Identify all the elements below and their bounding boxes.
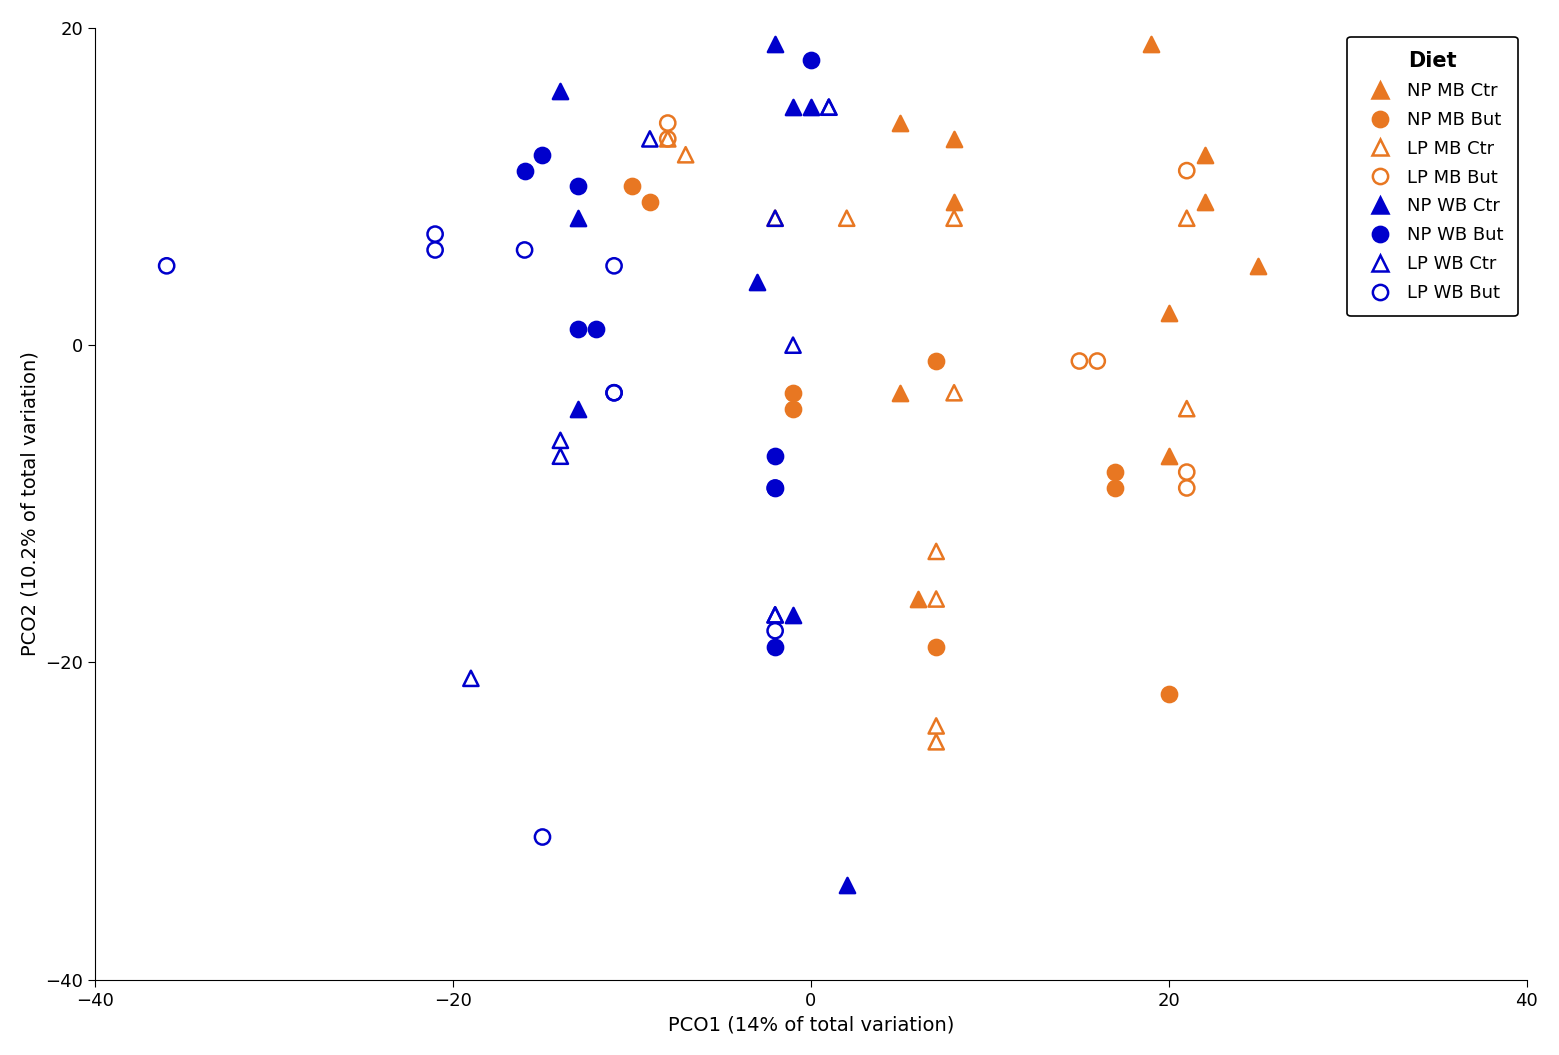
- Point: [1157, 447, 1182, 464]
- Point: [924, 717, 949, 734]
- Point: [762, 210, 787, 227]
- Point: [422, 226, 447, 243]
- Y-axis label: PCO2 (10.2% of total variation): PCO2 (10.2% of total variation): [20, 351, 41, 656]
- Point: [924, 591, 949, 608]
- Point: [1102, 463, 1127, 480]
- Point: [817, 99, 842, 116]
- Point: [1174, 463, 1199, 480]
- Point: [566, 178, 591, 195]
- Point: [762, 607, 787, 624]
- Point: [834, 876, 859, 893]
- Point: [619, 178, 644, 195]
- Point: [1066, 352, 1091, 369]
- Point: [154, 257, 179, 274]
- Point: [942, 131, 967, 148]
- Point: [798, 51, 823, 68]
- Point: [924, 352, 949, 369]
- Point: [924, 733, 949, 750]
- Point: [762, 638, 787, 655]
- Point: [1174, 162, 1199, 179]
- Point: [1174, 400, 1199, 417]
- Point: [1193, 194, 1218, 211]
- Point: [566, 210, 591, 227]
- Point: [602, 257, 627, 274]
- Point: [924, 638, 949, 655]
- Point: [762, 622, 787, 639]
- Point: [547, 447, 572, 464]
- Point: [602, 384, 627, 401]
- Point: [1174, 210, 1199, 227]
- Point: [942, 384, 967, 401]
- Point: [547, 83, 572, 100]
- Point: [530, 828, 555, 845]
- Point: [1193, 147, 1218, 164]
- Point: [906, 591, 931, 608]
- Point: [889, 115, 914, 132]
- Point: [566, 321, 591, 338]
- Point: [781, 99, 806, 116]
- Point: [942, 194, 967, 211]
- Point: [655, 131, 680, 148]
- Point: [638, 131, 663, 148]
- Point: [1174, 480, 1199, 497]
- Point: [762, 447, 787, 464]
- Point: [745, 273, 770, 290]
- Point: [762, 480, 787, 497]
- Point: [781, 400, 806, 417]
- Point: [1102, 480, 1127, 497]
- Point: [762, 35, 787, 52]
- Point: [817, 99, 842, 116]
- Point: [1246, 257, 1271, 274]
- X-axis label: PCO1 (14% of total variation): PCO1 (14% of total variation): [667, 1015, 954, 1034]
- Point: [566, 400, 591, 417]
- Point: [458, 670, 483, 687]
- Point: [655, 131, 680, 148]
- Point: [511, 242, 536, 258]
- Point: [673, 147, 698, 164]
- Point: [547, 431, 572, 448]
- Point: [1425, 162, 1450, 179]
- Point: [1157, 686, 1182, 703]
- Point: [1138, 35, 1163, 52]
- Point: [781, 337, 806, 353]
- Point: [530, 147, 555, 164]
- Point: [422, 242, 447, 258]
- Point: [638, 194, 663, 211]
- Point: [798, 99, 823, 116]
- Point: [762, 480, 787, 497]
- Point: [762, 210, 787, 227]
- Point: [942, 210, 967, 227]
- Point: [1085, 352, 1110, 369]
- Point: [602, 384, 627, 401]
- Point: [889, 384, 914, 401]
- Point: [655, 115, 680, 132]
- Point: [834, 210, 859, 227]
- Point: [924, 543, 949, 560]
- Legend: NP MB Ctr, NP MB But, LP MB Ctr, LP MB But, NP WB Ctr, NP WB But, LP WB Ctr, LP : NP MB Ctr, NP MB But, LP MB Ctr, LP MB B…: [1347, 37, 1518, 316]
- Point: [781, 384, 806, 401]
- Point: [583, 321, 608, 338]
- Point: [511, 162, 536, 179]
- Point: [1157, 305, 1182, 322]
- Point: [781, 607, 806, 624]
- Point: [762, 607, 787, 624]
